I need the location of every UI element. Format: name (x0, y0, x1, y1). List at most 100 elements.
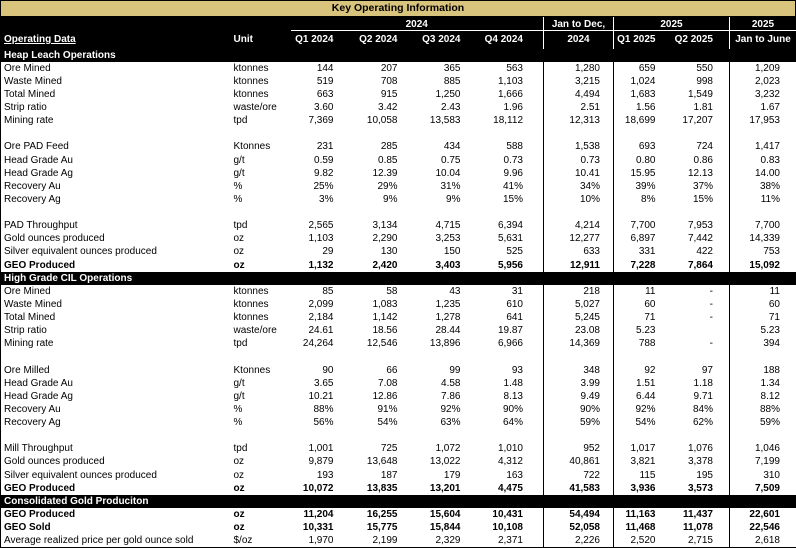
col-header-jan-to-dec: Jan to Dec, (543, 17, 614, 31)
col-header-q2-2025: Q2 2025 (671, 30, 730, 49)
cell-value: 15,844 (429, 522, 461, 534)
cell-value: 179 (443, 469, 461, 481)
row-label: Strip ratio (4, 102, 47, 114)
col-header-q4-2024: Q4 2024 (480, 30, 544, 49)
cell-value: 15% (692, 193, 713, 205)
spacer-row (0, 429, 796, 443)
cell-value: 10,072 (302, 482, 334, 494)
row-unit: % (233, 417, 243, 429)
cell-value: 7,228 (630, 259, 656, 271)
page-title: Key Operating Information (0, 0, 796, 17)
cell-value: 60 (729, 297, 796, 311)
cell-value: 18,112 (493, 115, 523, 127)
row-label: Ore Milled (4, 364, 50, 376)
cell-value: 58 (386, 285, 398, 297)
section-title: Consolidated Gold Produciton (0, 494, 796, 508)
cell-value: 150 (443, 246, 461, 258)
cell-value: 1,235 (435, 298, 461, 310)
cell-value: 610 (506, 298, 523, 310)
cell-value (418, 429, 481, 442)
row-label: Recovery Ag (4, 417, 61, 429)
cell-value (354, 429, 418, 442)
cell-value: 1.96 (503, 102, 523, 114)
cell-value: 3,215 (543, 74, 614, 88)
row-unit: % (233, 180, 243, 192)
row-label: Recovery Au (4, 180, 61, 192)
cell-value: 10.41 (543, 166, 614, 180)
table-row: GEO Produced oz 1,132 2,420 3,403 5,956 12,911… (0, 258, 796, 272)
cell-value: 2,618 (729, 534, 796, 548)
cell-value: 8.12 (729, 389, 796, 403)
row-label: GEO Sold (4, 522, 51, 534)
row-label: Recovery Ag (4, 193, 61, 205)
cell-value: 2,226 (543, 534, 614, 548)
row-label: GEO Produced (4, 259, 76, 271)
cell-value: 285 (380, 141, 398, 153)
cell-value: 3,378 (687, 456, 713, 468)
cell-value: 550 (696, 62, 713, 74)
cell-value: 60 (644, 298, 656, 310)
cell-value: 7,509 (729, 481, 796, 495)
cell-value: 37% (692, 180, 713, 192)
cell-value: 3,134 (372, 220, 398, 232)
cell-value: 1,132 (308, 259, 334, 271)
cell-value: 3.42 (378, 102, 398, 114)
cell-value: 0.73 (543, 153, 614, 167)
cell-value: 15.95 (630, 167, 656, 179)
row-unit: ktonnes (233, 88, 269, 100)
row-label: Recovery Au (4, 403, 61, 415)
cell-value (418, 206, 481, 219)
cell-value: 7,369 (308, 115, 334, 127)
cell-value: 0.59 (314, 154, 334, 166)
cell-value (543, 350, 614, 364)
cell-value: 7.08 (378, 377, 398, 389)
cell-value: 97 (701, 364, 713, 376)
cell-value (672, 324, 730, 337)
cell-value: 7.86 (441, 390, 461, 402)
cell-value: 3.60 (314, 102, 334, 114)
cell-value: 9.82 (314, 167, 334, 179)
row-label: Mining rate (4, 338, 54, 350)
cell-value (672, 350, 730, 363)
cell-value (481, 350, 544, 363)
table-row: Head Grade Au g/t 0.59 0.85 0.75 0.73 0.73 0.80… (0, 153, 796, 167)
cell-value: 1.18 (693, 377, 713, 389)
cell-value: 16,255 (366, 508, 398, 520)
cell-value: 348 (543, 363, 614, 377)
cell-value (291, 350, 354, 363)
cell-value: 1,278 (435, 312, 461, 324)
row-unit: tpd (233, 338, 248, 350)
col-header-operating-data: Operating Data (0, 30, 231, 49)
cell-value: 2,023 (729, 74, 796, 88)
cell-value: 71 (644, 312, 656, 324)
cell-value: 17,207 (682, 115, 713, 127)
cell-value: 1,142 (372, 312, 398, 324)
cell-value: 14.00 (729, 166, 796, 180)
table-row: Recovery Ag% 3% 9% 9% 15% 10% 8% 15% 11% (0, 192, 796, 206)
cell-value: 11,163 (625, 508, 656, 520)
cell-value: 218 (543, 284, 614, 298)
cell-value (481, 429, 544, 442)
cell-value: 8% (641, 193, 656, 205)
row-unit (231, 127, 291, 140)
cell-value: 753 (729, 245, 796, 259)
row-label: Silver equivalent ounces produced (4, 469, 157, 481)
cell-value (614, 429, 672, 442)
cell-value: 0.86 (693, 154, 713, 166)
cell-value: 10.04 (435, 167, 461, 179)
cell-value: 1,024 (630, 75, 656, 87)
cell-value (729, 429, 796, 443)
row-unit: $/oz (233, 535, 253, 547)
cell-value: 915 (380, 88, 398, 100)
cell-value (672, 429, 730, 442)
col-header-jan-to-june: Jan to June (729, 30, 796, 49)
table-row: Mining rate tpd 24,264 12,546 13,896 6,966 14,… (0, 337, 796, 351)
cell-value: 1,103 (497, 75, 523, 87)
cell-value: 1,072 (435, 443, 461, 455)
cell-value: 15,775 (366, 522, 398, 534)
cell-value: 34% (543, 179, 614, 193)
table-row: Gold ounces produced oz 1,103 2,290 3,253 5,6… (0, 232, 796, 246)
row-label (1, 350, 231, 363)
row-unit: tpd (233, 220, 248, 232)
cell-value: 43 (449, 285, 461, 297)
